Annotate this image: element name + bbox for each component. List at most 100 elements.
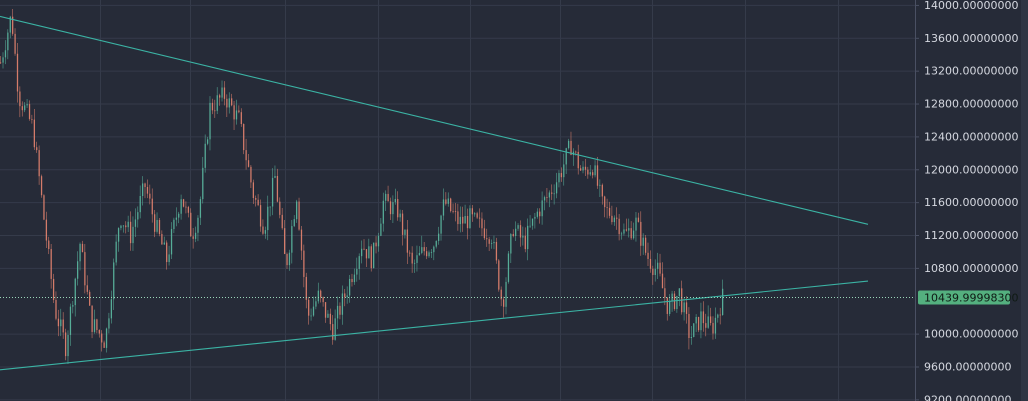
candle-body [180, 199, 182, 214]
candle-body [375, 242, 377, 247]
candle-body [423, 247, 425, 252]
candle-body [637, 217, 640, 222]
candle-body [642, 237, 644, 246]
candle-body [250, 166, 252, 183]
candle-body [216, 95, 218, 111]
trendline-upper[interactable] [0, 15, 869, 225]
candle-body [351, 278, 353, 283]
candle-body [515, 228, 517, 237]
candle-body [315, 301, 317, 307]
candle-body [252, 182, 254, 199]
candle-body [209, 102, 211, 140]
candle-body [399, 213, 401, 218]
candle-body [529, 225, 531, 227]
scrollbar-track[interactable] [1021, 0, 1028, 401]
candle-body [117, 228, 120, 242]
candle-body [471, 208, 474, 215]
candle-body [182, 199, 185, 207]
candle-body [267, 206, 269, 231]
candle-body [334, 318, 336, 340]
candle-body [563, 164, 565, 178]
candle-body [628, 228, 630, 231]
candle-body [649, 258, 652, 269]
candle-body [14, 33, 16, 54]
last-price-label: 10439.99998300 [924, 291, 1018, 304]
y-tick-label: 12800.00000000 [924, 98, 1018, 111]
candle-body [582, 166, 584, 171]
candle-body [214, 110, 216, 112]
candle-body [134, 219, 137, 227]
candle-body [657, 262, 659, 269]
candle-body [356, 268, 358, 275]
candle-body [606, 207, 608, 208]
candle-body [601, 184, 603, 197]
candle-body [385, 193, 387, 201]
trendline-lower[interactable] [0, 280, 869, 371]
candle-body [411, 252, 413, 264]
candle-body [654, 268, 656, 275]
candle-body [382, 200, 384, 224]
candle-body [409, 252, 411, 254]
candle-body [531, 218, 534, 226]
candle-body [235, 110, 238, 120]
candle-body [697, 316, 700, 331]
candle-body [447, 198, 449, 204]
candle-body [228, 98, 230, 108]
candle-body [555, 182, 558, 194]
candle-body [243, 124, 245, 151]
candle-body [707, 316, 709, 328]
candle-body [60, 319, 62, 327]
candle-body [620, 233, 623, 235]
candle-body [459, 216, 461, 225]
candle-body [4, 50, 7, 58]
candle-body [141, 183, 144, 197]
candle-body [623, 229, 625, 234]
candlestick-series [0, 8, 724, 365]
candle-body [211, 102, 214, 111]
price-axis[interactable]: 14000.00000000 13600.00000000 13200.000000… [915, 0, 1028, 401]
candle-body [719, 314, 721, 316]
candle-body [173, 219, 175, 230]
candle-body [320, 290, 322, 298]
candle-body [332, 324, 334, 340]
candle-body [38, 150, 40, 177]
candle-body [185, 206, 187, 208]
candle-body [416, 255, 418, 263]
candle-body [676, 295, 678, 309]
candle-body [336, 305, 339, 319]
candle-body [12, 16, 14, 34]
candle-body [712, 322, 714, 334]
candle-body [156, 219, 158, 232]
candle-body [21, 106, 23, 111]
candle-body [457, 211, 459, 225]
candle-body [19, 91, 21, 107]
candle-body [361, 248, 363, 257]
candle-body [705, 323, 707, 328]
candle-body [190, 212, 192, 237]
candle-body [618, 218, 620, 235]
candle-body [77, 261, 79, 279]
candle-body [36, 147, 38, 151]
candle-body [79, 243, 81, 262]
candle-body [575, 151, 577, 153]
candle-body [0, 62, 2, 64]
candle-body [596, 165, 599, 186]
y-tick-label: 12400.00000000 [924, 130, 1018, 143]
candle-body [394, 198, 396, 203]
y-tick-label: 13600.00000000 [924, 32, 1018, 45]
candle-body [519, 225, 522, 238]
candle-body [199, 199, 202, 218]
y-tick-label: 9200.00000000 [924, 393, 1011, 401]
candle-body [498, 260, 500, 290]
candle-body [154, 214, 156, 232]
candle-body [462, 216, 464, 224]
candle-body [28, 104, 31, 119]
candle-body [122, 225, 125, 227]
candle-body [308, 299, 310, 316]
candle-body [693, 323, 695, 338]
candle-body [291, 226, 293, 253]
candle-body [517, 225, 519, 229]
candle-body [592, 172, 594, 176]
candle-body [115, 241, 117, 263]
